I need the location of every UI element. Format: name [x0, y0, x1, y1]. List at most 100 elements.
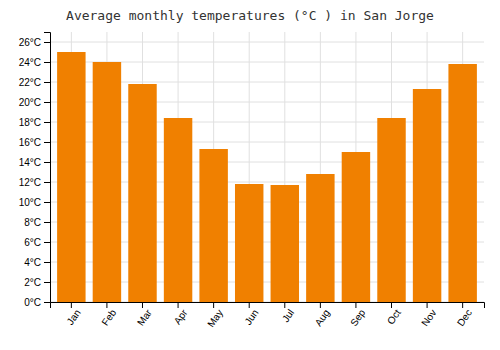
tick-mark	[44, 82, 50, 83]
tick-label: 16°C	[19, 137, 41, 148]
tick-label: 12°C	[19, 177, 41, 188]
y-axis: 0°C 2°C 4°C 6°C 8°C 10°C 12°C 14°C 16°C 18°C 20°C 2…	[19, 33, 51, 308]
tick: May	[205, 302, 225, 329]
tick-label: 4°C	[24, 257, 41, 268]
tick-mark	[249, 302, 250, 308]
tick: 10°C	[19, 197, 50, 208]
tick: Sep	[348, 302, 367, 328]
bar	[342, 152, 370, 302]
tick-label: Jul	[280, 307, 296, 324]
chart: Average monthly temperatures (°C ) in Sa…	[0, 0, 500, 350]
axis-line	[51, 303, 485, 309]
tick: Feb	[99, 302, 118, 328]
bars	[57, 52, 477, 302]
bar	[413, 89, 441, 302]
tick-label: Apr	[172, 307, 190, 327]
bar	[199, 149, 227, 302]
tick-mark	[427, 302, 428, 308]
tick-mark	[106, 302, 107, 308]
tick: Apr	[172, 302, 190, 326]
tick-mark	[44, 62, 50, 63]
tick-mark	[44, 262, 50, 263]
tick: Dec	[455, 302, 474, 328]
tick-mark	[284, 302, 285, 308]
tick-label: 10°C	[19, 197, 41, 208]
tick-label: 8°C	[24, 217, 41, 228]
tick: 8°C	[24, 217, 50, 228]
tick-mark	[178, 302, 179, 308]
tick: 12°C	[19, 177, 50, 188]
bar	[164, 118, 192, 302]
tick-label: 6°C	[24, 237, 41, 248]
tick: Oct	[385, 302, 403, 326]
tick-mark	[391, 302, 392, 308]
tick: Jun	[242, 302, 260, 327]
tick-label: Mar	[135, 307, 154, 328]
axis-line	[44, 33, 51, 303]
grid-line	[50, 42, 484, 43]
bar	[57, 52, 85, 302]
tick: Jul	[280, 302, 296, 324]
tick-label: Feb	[99, 307, 118, 328]
tick: 26°C	[19, 37, 50, 48]
tick-label: 20°C	[19, 97, 41, 108]
tick-label: 24°C	[19, 57, 41, 68]
bar	[235, 184, 263, 302]
tick-mark	[320, 302, 321, 308]
plot: 0°C 2°C 4°C 6°C 8°C 10°C 12°C 14°C 16°C 18°C 20°C 2…	[19, 32, 485, 329]
tick-label: 14°C	[19, 157, 41, 168]
tick-mark	[44, 162, 50, 163]
bar	[377, 118, 405, 302]
tick: 2°C	[24, 277, 50, 288]
tick: 0°C	[24, 297, 50, 308]
tick: Jan	[64, 302, 82, 327]
tick-mark	[44, 242, 50, 243]
tick-mark	[462, 302, 463, 308]
tick: Nov	[419, 302, 438, 328]
tick-mark	[44, 182, 50, 183]
tick: Mar	[135, 302, 154, 328]
tick: 18°C	[19, 117, 50, 128]
tick: 4°C	[24, 257, 50, 268]
tick-label: Nov	[419, 307, 438, 328]
tick-mark	[355, 302, 356, 308]
tick-label: Sep	[348, 307, 367, 328]
x-axis: Jan Feb Mar Apr May Jun Jul Aug Sep Oct Nov Dec	[51, 302, 485, 329]
tick: 6°C	[24, 237, 50, 248]
grid	[50, 32, 484, 302]
tick-label: Aug	[313, 307, 332, 328]
tick-mark	[44, 122, 50, 123]
tick-label: 18°C	[19, 117, 41, 128]
tick-mark	[44, 42, 50, 43]
tick-mark	[44, 222, 50, 223]
tick-label: Oct	[385, 307, 403, 326]
bar	[128, 84, 156, 302]
tick-label: 2°C	[24, 277, 41, 288]
tick-mark	[44, 142, 50, 143]
tick: 20°C	[19, 97, 50, 108]
tick: 14°C	[19, 157, 50, 168]
tick-mark	[44, 202, 50, 203]
tick-label: May	[205, 307, 225, 329]
tick: Aug	[313, 302, 332, 328]
title: Average monthly temperatures (°C ) in Sa…	[66, 8, 434, 23]
tick-mark	[142, 302, 143, 308]
tick-mark	[44, 302, 50, 303]
bar	[448, 64, 476, 302]
tick-label: Jan	[64, 307, 82, 327]
tick-label: 22°C	[19, 77, 41, 88]
tick-mark	[44, 282, 50, 283]
tick-label: 0°C	[24, 297, 41, 308]
tick-mark	[71, 302, 72, 308]
tick-mark	[213, 302, 214, 308]
tick: 16°C	[19, 137, 50, 148]
tick-label: 26°C	[19, 37, 41, 48]
tick: 24°C	[19, 57, 50, 68]
tick-mark	[44, 102, 50, 103]
tick-label: Dec	[455, 307, 474, 328]
bar	[93, 62, 121, 302]
tick-label: Jun	[242, 307, 260, 327]
bar	[306, 174, 334, 302]
tick: 22°C	[19, 77, 50, 88]
bar	[271, 185, 299, 302]
